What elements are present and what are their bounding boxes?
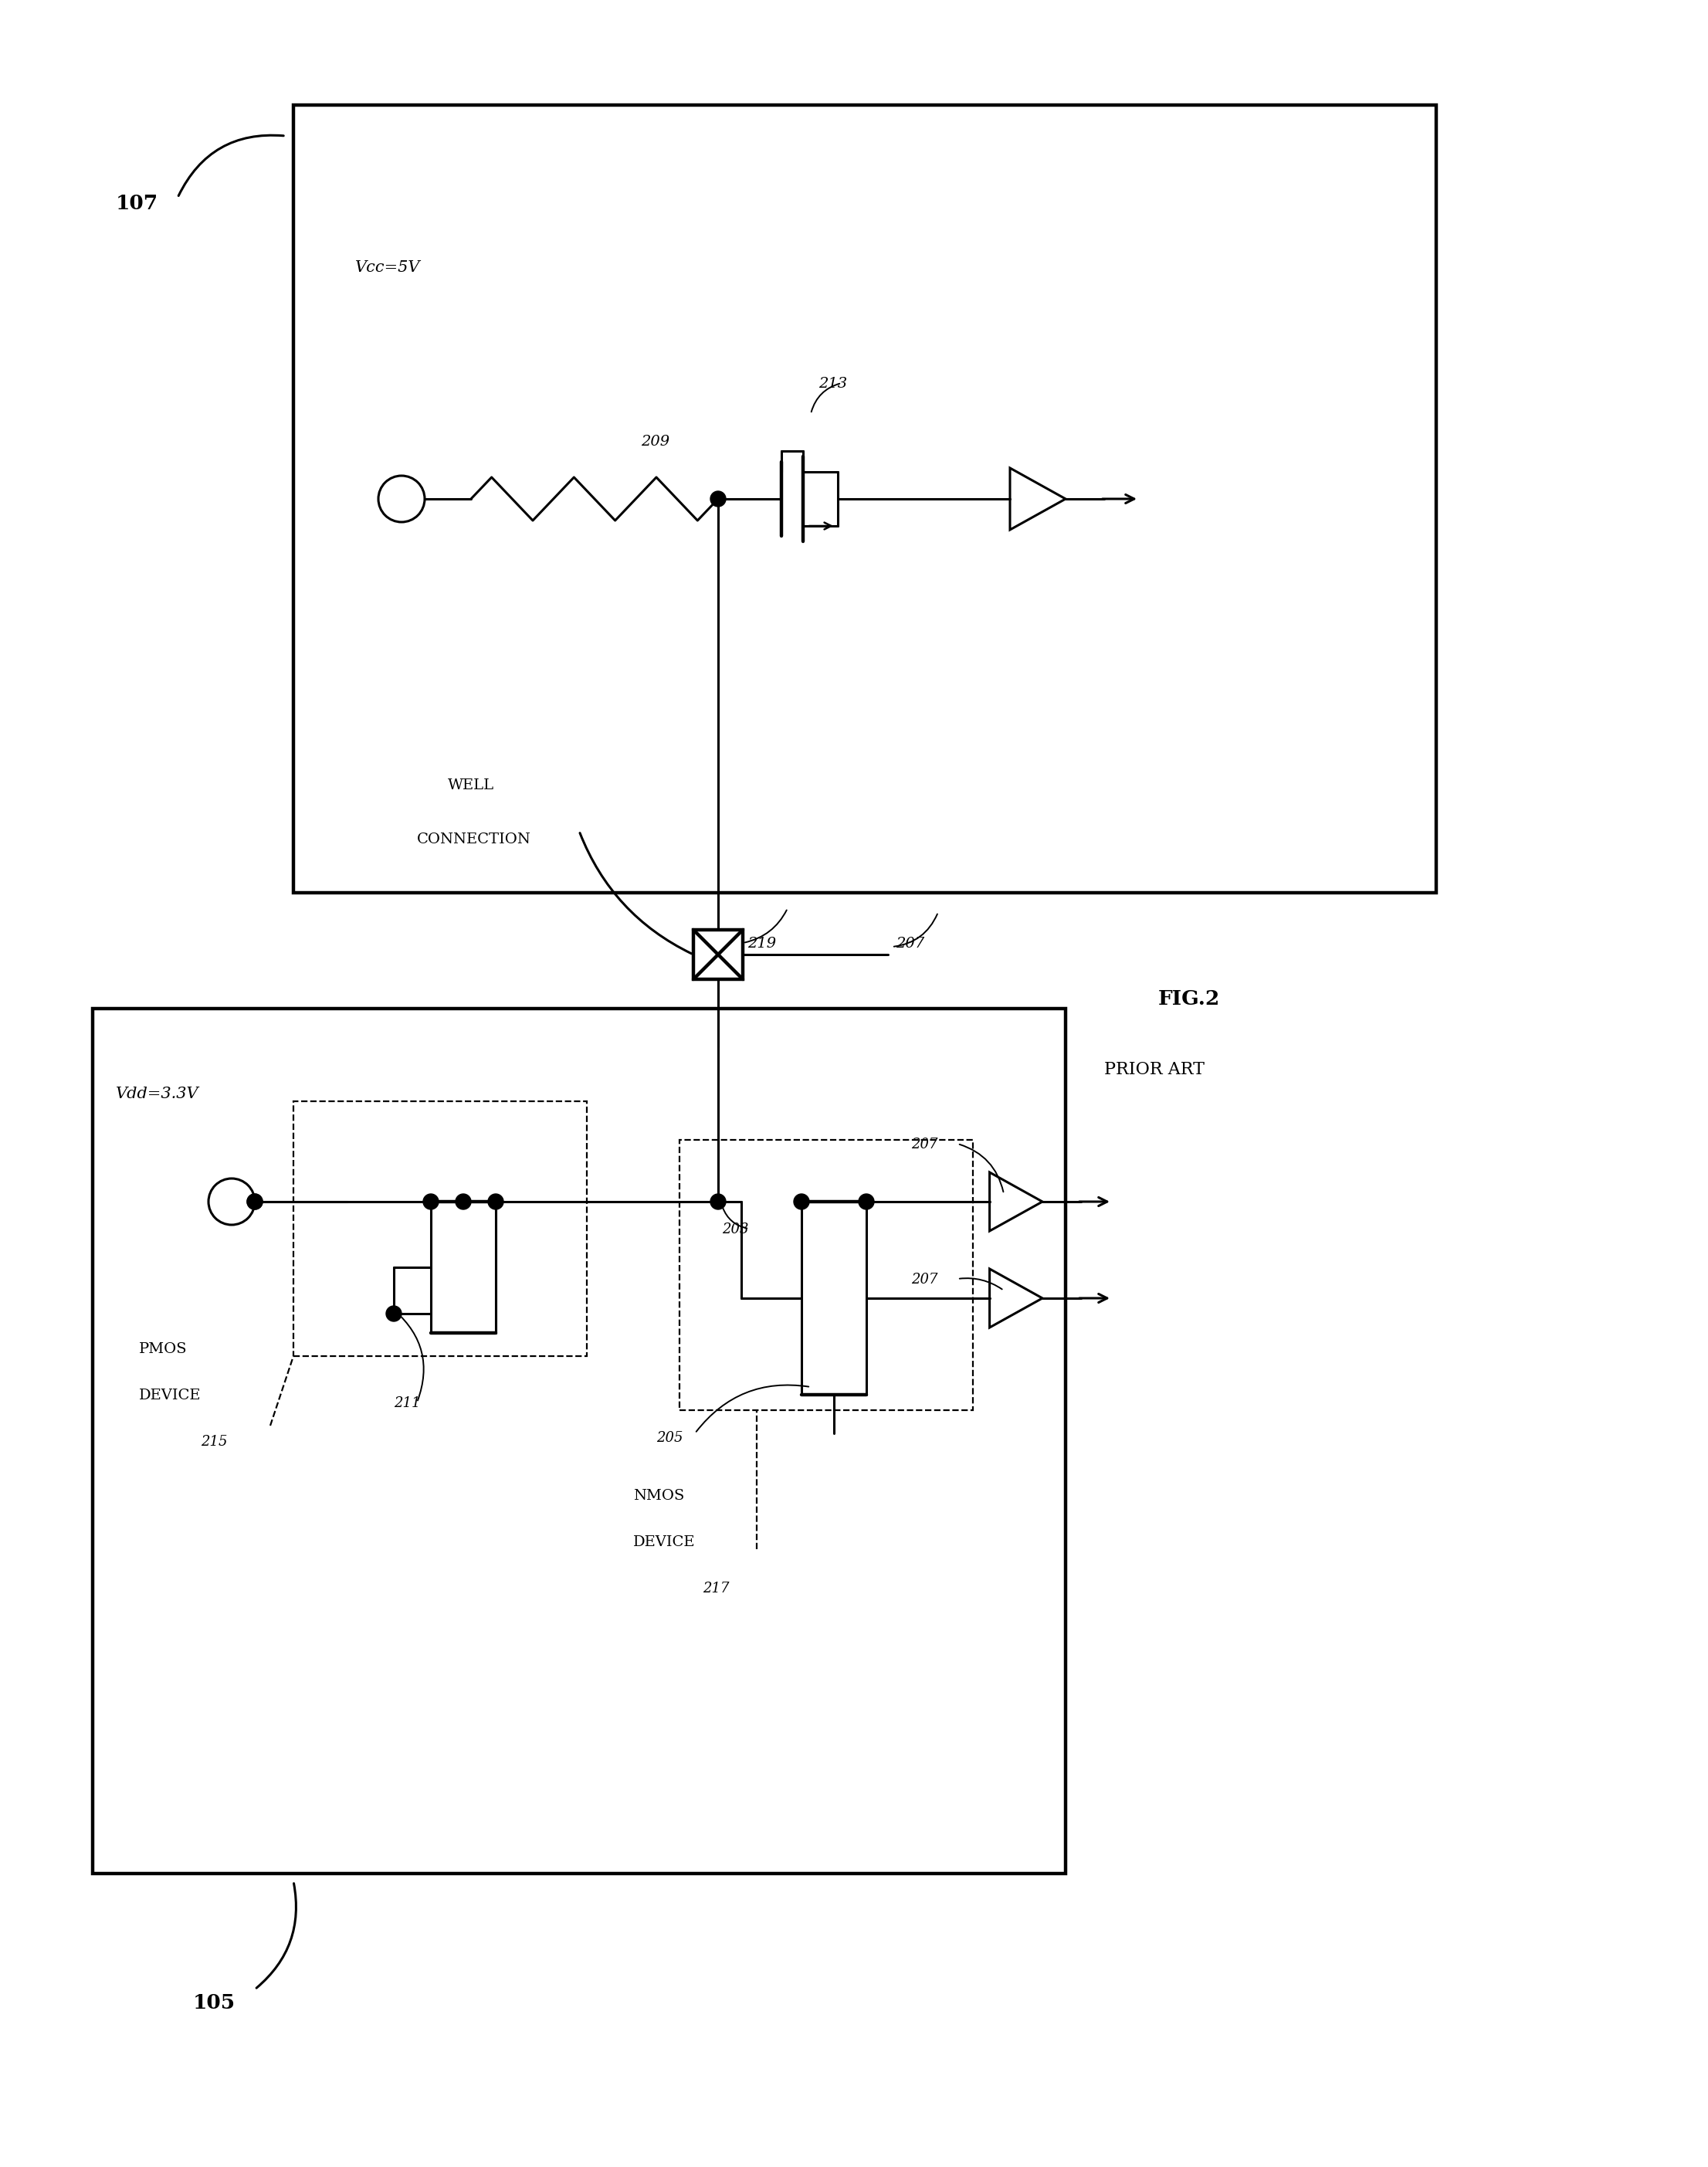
Text: 203: 203 bbox=[722, 1222, 748, 1237]
Text: 207: 207 bbox=[895, 936, 924, 951]
Text: Vcc=5V: Vcc=5V bbox=[355, 260, 420, 275]
Circle shape bbox=[488, 1194, 504, 1209]
Bar bbox=[92, 1008, 1066, 1874]
Text: PMOS: PMOS bbox=[138, 1341, 188, 1357]
Text: DEVICE: DEVICE bbox=[138, 1389, 202, 1402]
Text: 213: 213 bbox=[818, 377, 847, 390]
Text: 207: 207 bbox=[910, 1272, 938, 1287]
Text: Vdd=3.3V: Vdd=3.3V bbox=[116, 1086, 198, 1101]
Bar bbox=[294, 1101, 588, 1357]
Circle shape bbox=[794, 1194, 810, 1209]
Text: 107: 107 bbox=[116, 193, 159, 212]
Circle shape bbox=[248, 1194, 263, 1209]
Text: 219: 219 bbox=[748, 936, 775, 951]
Text: 205: 205 bbox=[656, 1430, 683, 1445]
Text: 215: 215 bbox=[202, 1435, 227, 1450]
Text: 209: 209 bbox=[640, 436, 670, 449]
Circle shape bbox=[711, 492, 726, 507]
Circle shape bbox=[711, 1194, 726, 1209]
Text: 207: 207 bbox=[910, 1138, 938, 1151]
Text: 217: 217 bbox=[702, 1582, 729, 1595]
Circle shape bbox=[424, 1194, 439, 1209]
Text: DEVICE: DEVICE bbox=[634, 1534, 695, 1549]
Text: CONNECTION: CONNECTION bbox=[417, 832, 531, 847]
Circle shape bbox=[456, 1194, 471, 1209]
Text: WELL: WELL bbox=[447, 778, 494, 793]
Text: 105: 105 bbox=[193, 1994, 236, 2013]
Circle shape bbox=[386, 1307, 401, 1322]
Circle shape bbox=[248, 1194, 263, 1209]
Circle shape bbox=[859, 1194, 874, 1209]
Text: FIG.2: FIG.2 bbox=[1158, 990, 1220, 1008]
Bar bbox=[680, 1140, 974, 1411]
Bar bbox=[294, 104, 1436, 893]
Text: 211: 211 bbox=[395, 1396, 420, 1411]
Bar bbox=[693, 930, 743, 979]
Text: NMOS: NMOS bbox=[634, 1489, 685, 1504]
Text: PRIOR ART: PRIOR ART bbox=[1103, 1062, 1204, 1079]
